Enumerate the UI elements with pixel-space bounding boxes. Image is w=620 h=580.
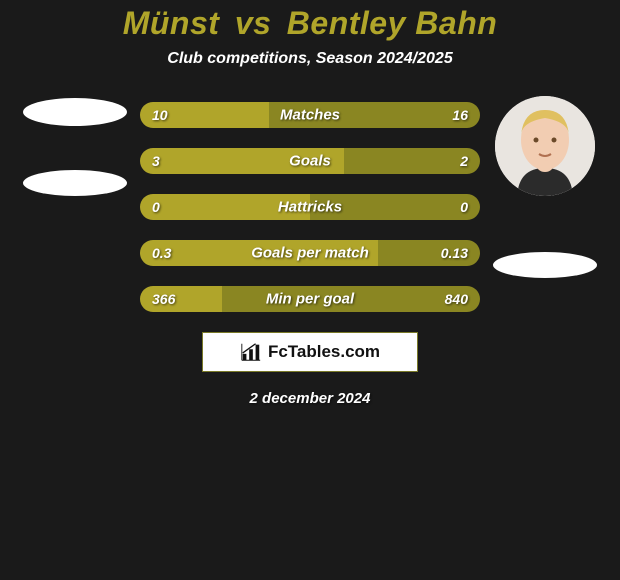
title-right-player: Bentley Bahn (287, 5, 497, 41)
right-player-country-placeholder (493, 252, 597, 278)
branding-badge: FcTables.com (202, 332, 418, 372)
left-player-avatar-placeholder (23, 98, 127, 126)
stat-right-value: 0.13 (441, 245, 468, 261)
comparison-widget: Münst vs Bentley Bahn Club competitions,… (0, 0, 620, 407)
date-line: 2 december 2024 (0, 390, 620, 407)
stat-label: Matches (280, 107, 340, 124)
left-player-country-placeholder (23, 170, 127, 196)
title-left-player: Münst (123, 5, 220, 41)
stats-bars: 10 16 Matches 3 2 Goals 0 0 Hattricks 0.3 0.13 Goal… (140, 96, 480, 312)
stat-right-value: 16 (452, 107, 468, 123)
stat-right-value: 0 (460, 199, 468, 215)
stat-row: 0.3 0.13 Goals per match (140, 240, 480, 266)
stat-label: Hattricks (278, 199, 342, 216)
stat-label: Goals per match (251, 245, 369, 262)
stat-row: 3 2 Goals (140, 148, 480, 174)
page-title: Münst vs Bentley Bahn (0, 5, 620, 42)
stat-left-value: 0 (152, 199, 160, 215)
subtitle: Club competitions, Season 2024/2025 (0, 50, 620, 68)
stat-label: Goals (289, 153, 331, 170)
stat-left-value: 10 (152, 107, 168, 123)
stat-label: Min per goal (266, 291, 354, 308)
stat-row: 366 840 Min per goal (140, 286, 480, 312)
comparison-body: 10 16 Matches 3 2 Goals 0 0 Hattricks 0.3 0.13 Goal… (0, 96, 620, 312)
face-placeholder-icon (495, 96, 595, 196)
stat-row: 0 0 Hattricks (140, 194, 480, 220)
stat-left-value: 0.3 (152, 245, 171, 261)
right-player-column (490, 96, 600, 278)
stat-left-value: 366 (152, 291, 175, 307)
bar-chart-icon (240, 341, 262, 363)
stat-right-value: 840 (445, 291, 468, 307)
stat-left-value: 3 (152, 153, 160, 169)
stat-right-value: 2 (460, 153, 468, 169)
right-player-avatar (495, 96, 595, 196)
stat-row: 10 16 Matches (140, 102, 480, 128)
left-player-column (20, 96, 130, 196)
branding-text: FcTables.com (268, 342, 380, 362)
title-vs: vs (235, 5, 272, 41)
